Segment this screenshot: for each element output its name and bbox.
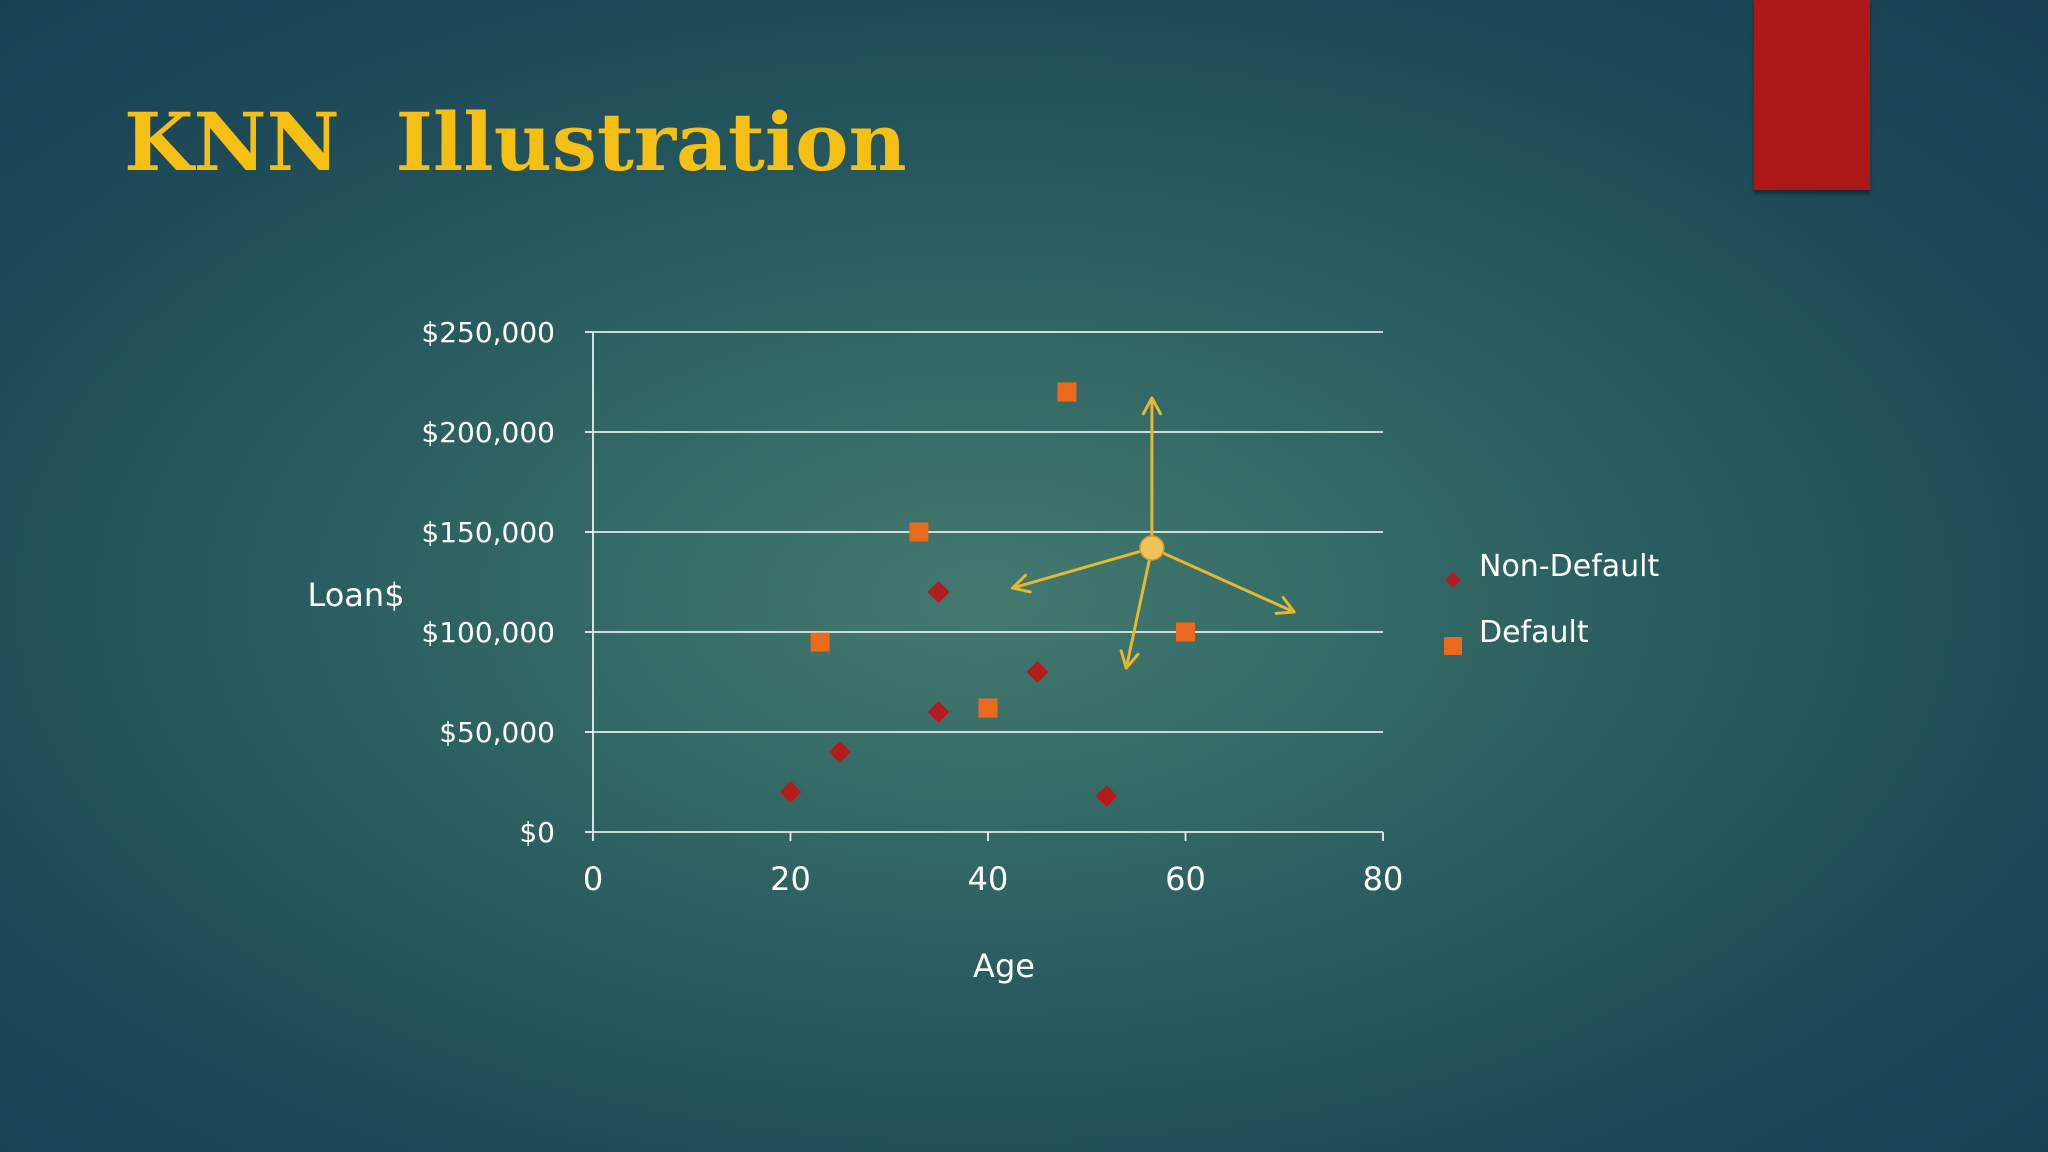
arrow-head	[1011, 573, 1032, 594]
x-tick-label: 80	[1363, 860, 1404, 898]
gridlines	[593, 331, 1383, 733]
y-tick-labels: $0 $50,000 $100,000 $150,000 $200,000 $250,00…	[421, 316, 555, 849]
non-default-point	[828, 741, 851, 763]
legend-non-default-marker	[1445, 572, 1461, 588]
neighbor-arrow	[1141, 396, 1163, 550]
x-tick-label: 0	[583, 860, 603, 898]
y-tick-label: $250,000	[421, 316, 555, 349]
default-point	[909, 522, 929, 542]
neighbor-arrow	[1011, 546, 1154, 594]
non-default-point	[927, 581, 950, 603]
default-point	[810, 632, 830, 652]
y-tick-label: $0	[519, 816, 555, 849]
neighbor-arrow	[1150, 546, 1296, 615]
x-tick-label: 20	[770, 860, 811, 898]
default-point	[1057, 382, 1077, 402]
y-tick-label: $150,000	[421, 516, 555, 549]
corner-accent-tab	[1754, 0, 1870, 190]
non-default-point	[1095, 785, 1118, 807]
legend-label: Non-Default	[1479, 549, 1659, 584]
query-point-marker	[1139, 535, 1165, 561]
x-tick-label: 60	[1165, 860, 1206, 898]
y-tick-label: $100,000	[421, 616, 555, 649]
y-tick-label: $50,000	[439, 716, 555, 749]
x-tick-label: 40	[968, 860, 1009, 898]
non-default-point	[927, 701, 950, 723]
default-point	[978, 698, 998, 718]
neighbor-arrows	[1011, 396, 1296, 670]
slide-title: KNN Illustration	[124, 95, 907, 189]
axes	[585, 331, 1384, 841]
y-axis-label: Loan$	[307, 576, 404, 614]
chart-legend: Non-Default Default	[1444, 549, 1659, 655]
legend-default-marker	[1444, 637, 1462, 655]
legend-label: Default	[1479, 615, 1589, 650]
x-tick-labels: 0 20 40 60 80	[583, 860, 1404, 898]
arrow-head	[1141, 396, 1163, 416]
arrow-shaft	[1150, 546, 1296, 614]
arrow-head	[1274, 596, 1296, 615]
default-point	[1176, 622, 1195, 642]
arrow-head	[1119, 649, 1140, 670]
query-point	[1139, 535, 1165, 561]
non-default-point	[779, 781, 802, 803]
non-default-point	[1026, 661, 1049, 683]
y-tick-label: $200,000	[421, 416, 555, 449]
arrow-shaft	[1124, 546, 1154, 670]
x-axis-label: Age	[973, 947, 1035, 985]
data-points	[779, 382, 1195, 807]
neighbor-arrow	[1119, 546, 1154, 670]
arrow-shaft	[1011, 546, 1154, 590]
